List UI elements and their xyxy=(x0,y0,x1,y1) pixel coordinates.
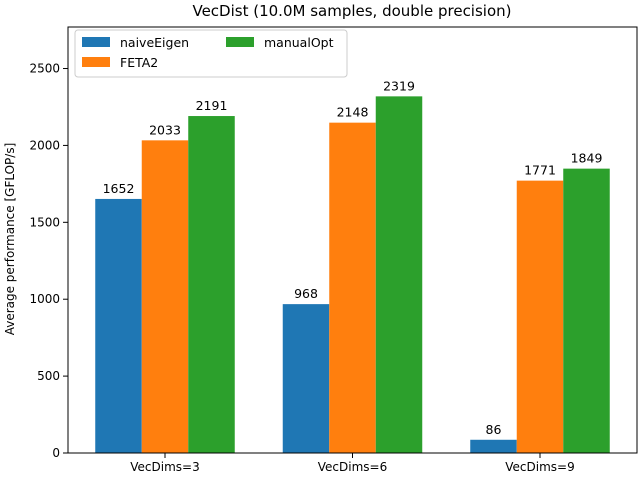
bar-manualOpt-1 xyxy=(375,96,423,454)
bar-FETA2-2 xyxy=(516,180,564,453)
y-tick-label: 2500 xyxy=(29,62,60,76)
y-tick-label: 500 xyxy=(37,369,60,383)
legend-swatch-manualOpt xyxy=(226,37,254,47)
data-label-manualOpt-1: 2319 xyxy=(383,78,415,93)
data-label-naiveEigen-1: 968 xyxy=(294,286,318,301)
y-tick-label: 1500 xyxy=(29,215,60,229)
bar-FETA2-1 xyxy=(329,122,376,453)
bar-naiveEigen-1 xyxy=(282,304,330,453)
data-label-FETA2-0: 2033 xyxy=(149,122,181,137)
bar-FETA2-0 xyxy=(141,140,189,453)
legend-swatch-naiveEigen xyxy=(82,37,110,47)
data-label-FETA2-1: 2148 xyxy=(337,105,369,120)
bar-manualOpt-2 xyxy=(563,168,610,453)
x-tick-label: VecDims=9 xyxy=(505,460,574,474)
chart-title: VecDist (10.0M samples, double precision… xyxy=(192,2,511,20)
bar-manualOpt-0 xyxy=(188,116,235,453)
data-label-FETA2-2: 1771 xyxy=(524,163,556,178)
legend-swatch-FETA2 xyxy=(82,57,110,67)
y-axis-label: Average performance [GFLOP/s] xyxy=(3,143,17,336)
y-tick-label: 2000 xyxy=(29,138,60,152)
data-label-manualOpt-0: 2191 xyxy=(196,98,228,113)
legend-label-manualOpt: manualOpt xyxy=(264,35,334,50)
legend-label-FETA2: FETA2 xyxy=(120,55,158,70)
data-label-manualOpt-2: 1849 xyxy=(571,151,603,166)
bar-naiveEigen-2 xyxy=(470,439,517,453)
legend xyxy=(74,29,348,78)
bar-naiveEigen-0 xyxy=(95,198,142,453)
y-tick-label: 0 xyxy=(52,446,60,460)
legend-label-naiveEigen: naiveEigen xyxy=(120,35,189,50)
data-label-naiveEigen-2: 86 xyxy=(486,422,502,437)
data-label-naiveEigen-0: 1652 xyxy=(103,181,135,196)
x-tick-label: VecDims=3 xyxy=(130,460,199,474)
y-tick-label: 1000 xyxy=(29,292,60,306)
x-tick-label: VecDims=6 xyxy=(318,460,387,474)
